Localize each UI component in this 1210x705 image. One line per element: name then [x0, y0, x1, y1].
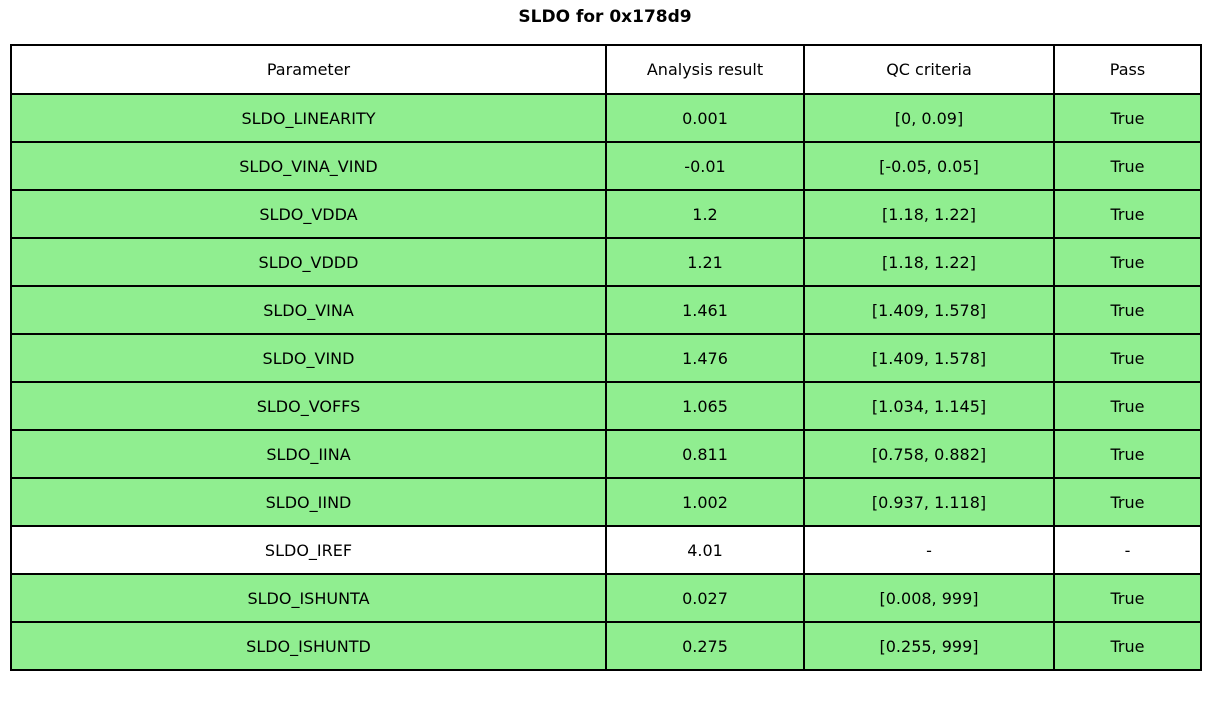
qc-criteria-cell: [0.937, 1.118]: [803, 477, 1055, 527]
parameter-cell: SLDO_VINA_VIND: [10, 141, 607, 191]
parameter-cell: SLDO_ISHUNTD: [10, 621, 607, 671]
analysis-result-cell: 0.027: [605, 573, 805, 623]
table-row: SLDO_VDDA 1.2 [1.18, 1.22] True: [10, 189, 1202, 239]
qc-criteria-cell: [0, 0.09]: [803, 93, 1055, 143]
analysis-result-cell: 4.01: [605, 525, 805, 575]
pass-cell: True: [1053, 333, 1202, 383]
table-row: SLDO_VINA_VIND -0.01 [-0.05, 0.05] True: [10, 141, 1202, 191]
table-row: SLDO_ISHUNTA 0.027 [0.008, 999] True: [10, 573, 1202, 623]
analysis-result-cell: 1.476: [605, 333, 805, 383]
table-row: SLDO_VINA 1.461 [1.409, 1.578] True: [10, 285, 1202, 335]
analysis-result-cell: 1.2: [605, 189, 805, 239]
analysis-result-cell: -0.01: [605, 141, 805, 191]
parameter-cell: SLDO_VINA: [10, 285, 607, 335]
qc-criteria-cell: [1.18, 1.22]: [803, 237, 1055, 287]
table-row: SLDO_VIND 1.476 [1.409, 1.578] True: [10, 333, 1202, 383]
parameter-cell: SLDO_IINA: [10, 429, 607, 479]
parameter-cell: SLDO_LINEARITY: [10, 93, 607, 143]
qc-criteria-cell: [0.758, 0.882]: [803, 429, 1055, 479]
qc-criteria-cell: [1.409, 1.578]: [803, 333, 1055, 383]
parameter-cell: SLDO_IIND: [10, 477, 607, 527]
header-analysis-result: Analysis result: [605, 44, 805, 95]
parameter-cell: SLDO_VDDA: [10, 189, 607, 239]
qc-criteria-cell: [1.034, 1.145]: [803, 381, 1055, 431]
qc-criteria-cell: [1.18, 1.22]: [803, 189, 1055, 239]
pass-cell: True: [1053, 141, 1202, 191]
analysis-result-cell: 1.21: [605, 237, 805, 287]
parameter-cell: SLDO_ISHUNTA: [10, 573, 607, 623]
pass-cell: -: [1053, 525, 1202, 575]
qc-criteria-cell: [0.008, 999]: [803, 573, 1055, 623]
table-row: SLDO_LINEARITY 0.001 [0, 0.09] True: [10, 93, 1202, 143]
parameter-cell: SLDO_IREF: [10, 525, 607, 575]
table-row: SLDO_VDDD 1.21 [1.18, 1.22] True: [10, 237, 1202, 287]
pass-cell: True: [1053, 381, 1202, 431]
table-row: SLDO_IREF 4.01- -: [10, 525, 1202, 575]
pass-cell: True: [1053, 429, 1202, 479]
analysis-result-cell: 0.001: [605, 93, 805, 143]
header-parameter: Parameter: [10, 44, 607, 95]
analysis-result-cell: 0.811: [605, 429, 805, 479]
pass-cell: True: [1053, 621, 1202, 671]
analysis-result-cell: 1.002: [605, 477, 805, 527]
table-header: Parameter Analysis result QC criteria Pa…: [10, 44, 1202, 95]
qc-criteria-cell: [1.409, 1.578]: [803, 285, 1055, 335]
analysis-result-cell: 0.275: [605, 621, 805, 671]
page-title: SLDO for 0x178d9: [518, 7, 692, 27]
pass-cell: True: [1053, 237, 1202, 287]
table-row: SLDO_IIND 1.002 [0.937, 1.118] True: [10, 477, 1202, 527]
table-row: SLDO_ISHUNTD 0.275 [0.255, 999] True: [10, 621, 1202, 671]
header-qc-criteria: QC criteria: [803, 44, 1055, 95]
qc-criteria-cell: -: [803, 525, 1055, 575]
pass-cell: True: [1053, 189, 1202, 239]
qc-criteria-cell: [-0.05, 0.05]: [803, 141, 1055, 191]
parameter-cell: SLDO_VDDD: [10, 237, 607, 287]
analysis-result-cell: 1.461: [605, 285, 805, 335]
parameter-cell: SLDO_VIND: [10, 333, 607, 383]
table-body: SLDO_LINEARITY 0.001 [0, 0.09] True SLDO_VIN…: [10, 93, 1202, 671]
pass-cell: True: [1053, 93, 1202, 143]
table-row: SLDO_VOFFS 1.065 [1.034, 1.145] True: [10, 381, 1202, 431]
parameter-cell: SLDO_VOFFS: [10, 381, 607, 431]
analysis-result-cell: 1.065: [605, 381, 805, 431]
pass-cell: True: [1053, 573, 1202, 623]
pass-cell: True: [1053, 477, 1202, 527]
header-pass: Pass: [1053, 44, 1202, 95]
qc-criteria-cell: [0.255, 999]: [803, 621, 1055, 671]
qc-results-table: Parameter Analysis result QC criteria Pa…: [10, 44, 1202, 671]
table-row: SLDO_IINA 0.811 [0.758, 0.882] True: [10, 429, 1202, 479]
pass-cell: True: [1053, 285, 1202, 335]
header-row: Parameter Analysis result QC criteria Pa…: [10, 44, 1202, 95]
